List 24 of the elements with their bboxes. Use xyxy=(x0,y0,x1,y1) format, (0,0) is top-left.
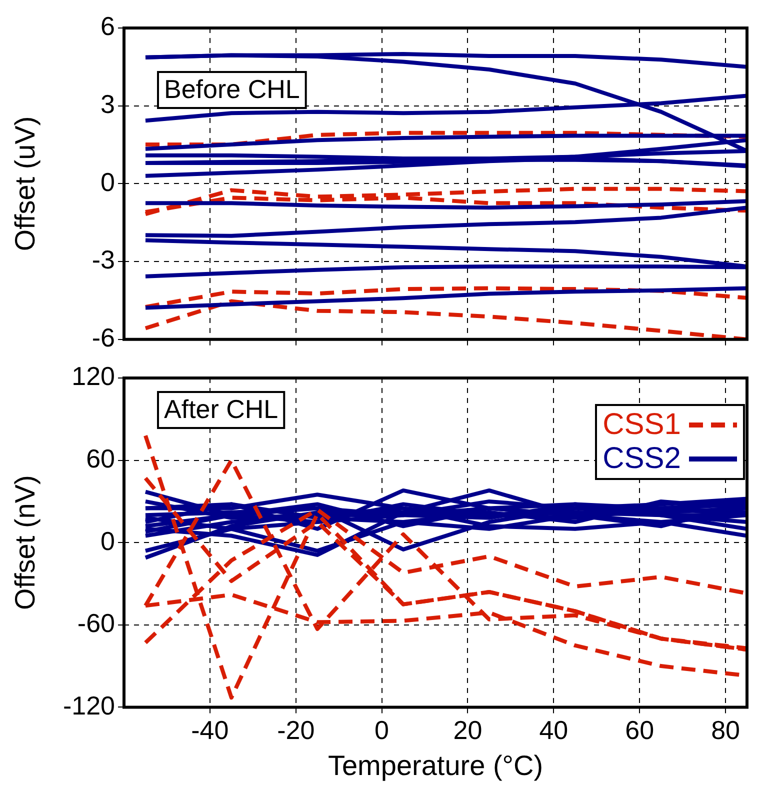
y-tick-label: 0 xyxy=(100,166,115,197)
y-tick-label: 60 xyxy=(86,443,115,474)
x-tick-label: -40 xyxy=(191,714,229,745)
x-tick-label: 40 xyxy=(539,714,568,745)
y-tick-label: -3 xyxy=(92,244,115,275)
y-tick-label: -120 xyxy=(62,690,115,720)
x-tick-label: 0 xyxy=(374,714,390,745)
annotation: After CHL xyxy=(164,394,278,424)
legend-label: CSS1 xyxy=(602,408,681,442)
y-tick-label: 6 xyxy=(100,11,115,42)
y-tick-label: 120 xyxy=(72,361,115,392)
x-tick-label: -20 xyxy=(277,714,315,745)
x-tick-label: 60 xyxy=(625,714,654,745)
y-tick-label: -6 xyxy=(92,322,115,353)
y-tick-label: 0 xyxy=(100,526,115,556)
legend-label: CSS2 xyxy=(602,442,681,476)
y-axis-title: Offset (uV) xyxy=(10,116,41,252)
x-tick-label: 80 xyxy=(711,714,740,745)
x-axis-title: Temperature (°C) xyxy=(328,750,544,781)
y-axis-title: Offset (nV) xyxy=(10,475,41,610)
y-tick-label: -60 xyxy=(77,608,115,638)
x-tick-label: 20 xyxy=(453,714,482,745)
y-tick-label: 3 xyxy=(100,89,115,120)
annotation: Before CHL xyxy=(164,74,300,104)
